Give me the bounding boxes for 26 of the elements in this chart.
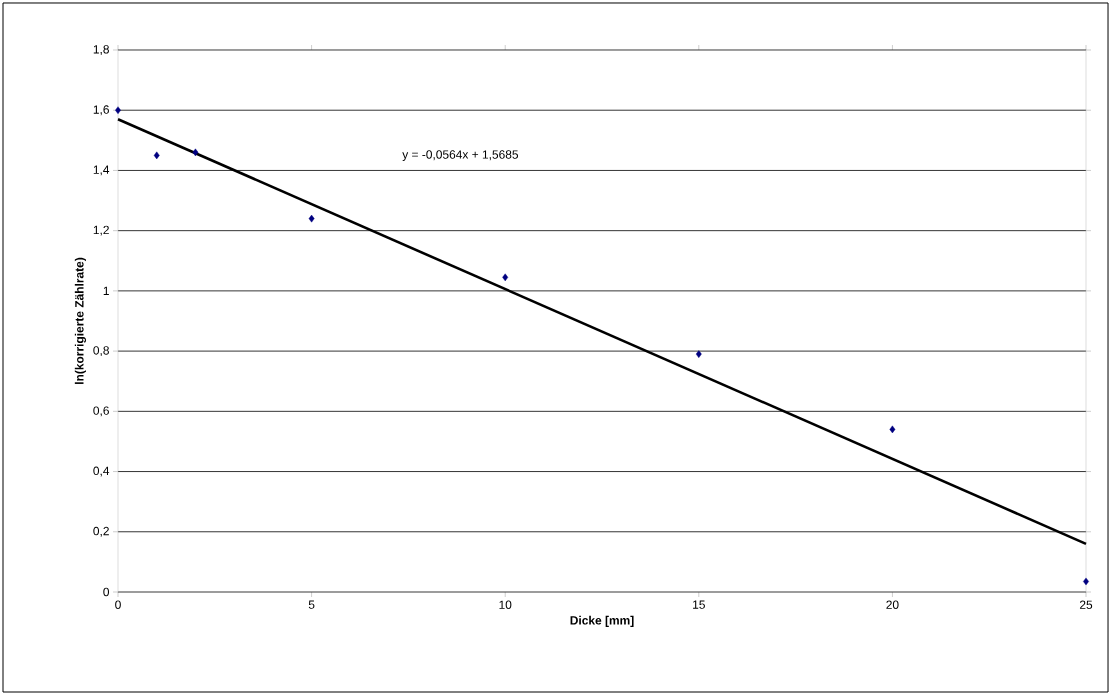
point — [889, 425, 896, 434]
point — [502, 273, 509, 282]
y-tick-label: 1,4 — [93, 165, 110, 176]
point — [115, 106, 121, 114]
annotation: y = -0,0564x + 1,5685 — [402, 150, 519, 162]
point — [695, 350, 702, 358]
y-tick-label: 0,2 — [93, 526, 109, 537]
point — [153, 151, 160, 160]
x-tick-label: 20 — [886, 600, 899, 609]
y-tick-label: 1 — [103, 286, 109, 295]
y-tick-label: 1,2 — [93, 225, 109, 236]
y-tick-label: 0,4 — [93, 466, 110, 477]
x-tick-label: 5 — [308, 600, 315, 609]
y-tick-label: 1,8 — [93, 45, 109, 55]
y-tick-label: 1,6 — [93, 105, 109, 116]
y-axis-title: ln(korrigierte Zählrate) — [74, 257, 87, 384]
x-tick-label: 0 — [115, 600, 121, 609]
point — [308, 214, 315, 223]
x-axis-title: Dicke [mm] — [570, 615, 634, 627]
x-tick-label: 10 — [499, 600, 512, 609]
y-tick-label: 0,8 — [93, 346, 109, 357]
point — [192, 148, 199, 157]
x-tick-label: 15 — [693, 600, 705, 609]
y-tick-label: 0 — [103, 587, 110, 597]
y-tick-label: 0,6 — [93, 406, 109, 417]
x-tick-label: 25 — [1079, 600, 1093, 609]
